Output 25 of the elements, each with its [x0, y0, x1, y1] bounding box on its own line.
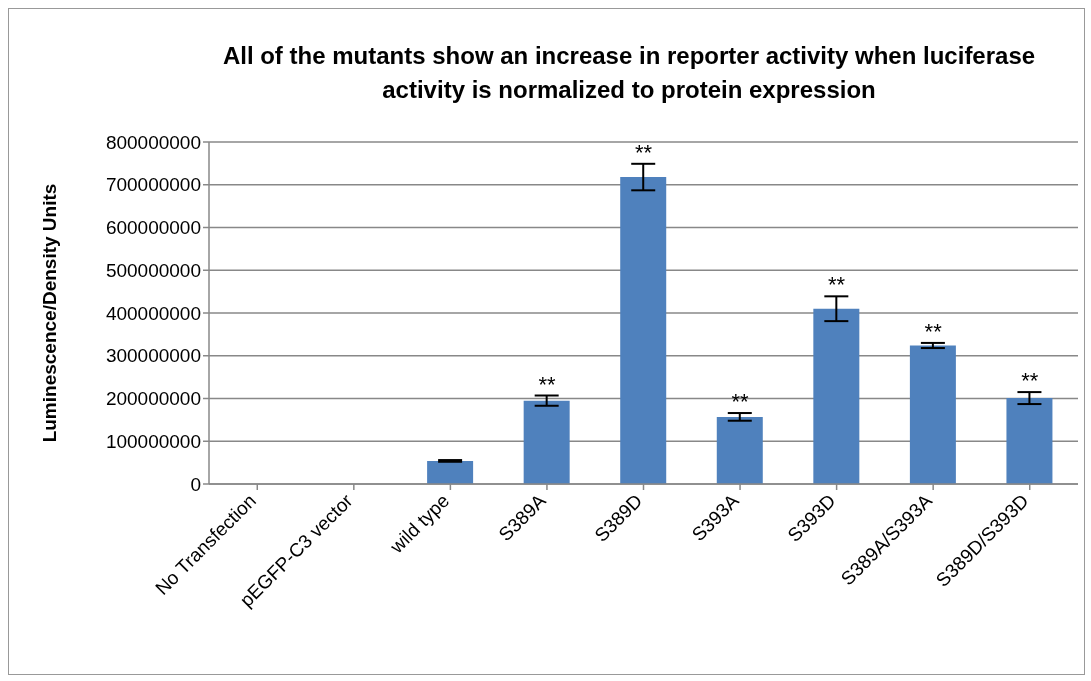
annotation: **: [1021, 368, 1039, 394]
annotation: **: [634, 139, 653, 165]
bar: [620, 177, 667, 484]
y-tick-label: 300000000: [105, 345, 201, 367]
bar: [427, 460, 474, 484]
annotation: **: [828, 272, 846, 298]
chart-title: All of the mutants show an increase in reporter activity when luciferase activity is normalized to protein expression: [221, 41, 1037, 105]
annotation: **: [924, 318, 943, 344]
annotation: **: [731, 389, 750, 415]
y-tick-label: 700000000: [105, 174, 201, 196]
y-tick-label: 400000000: [105, 302, 201, 324]
bar: [716, 416, 763, 484]
y-tick-label: 200000000: [105, 388, 201, 410]
bar: [909, 345, 956, 484]
y-tick-label: 800000000: [105, 131, 201, 153]
bar: [813, 308, 860, 484]
y-tick-label: 100000000: [105, 430, 201, 452]
y-tick-label: 0: [190, 473, 201, 495]
y-tick-label: 500000000: [105, 259, 201, 281]
bar: [1006, 398, 1053, 484]
x-tick-label: wild type: [385, 489, 454, 558]
y-tick-label: 600000000: [105, 217, 201, 239]
annotation: **: [538, 371, 556, 397]
y-axis-title: Luminescence/Density Units: [38, 183, 60, 443]
bar: [523, 400, 570, 484]
